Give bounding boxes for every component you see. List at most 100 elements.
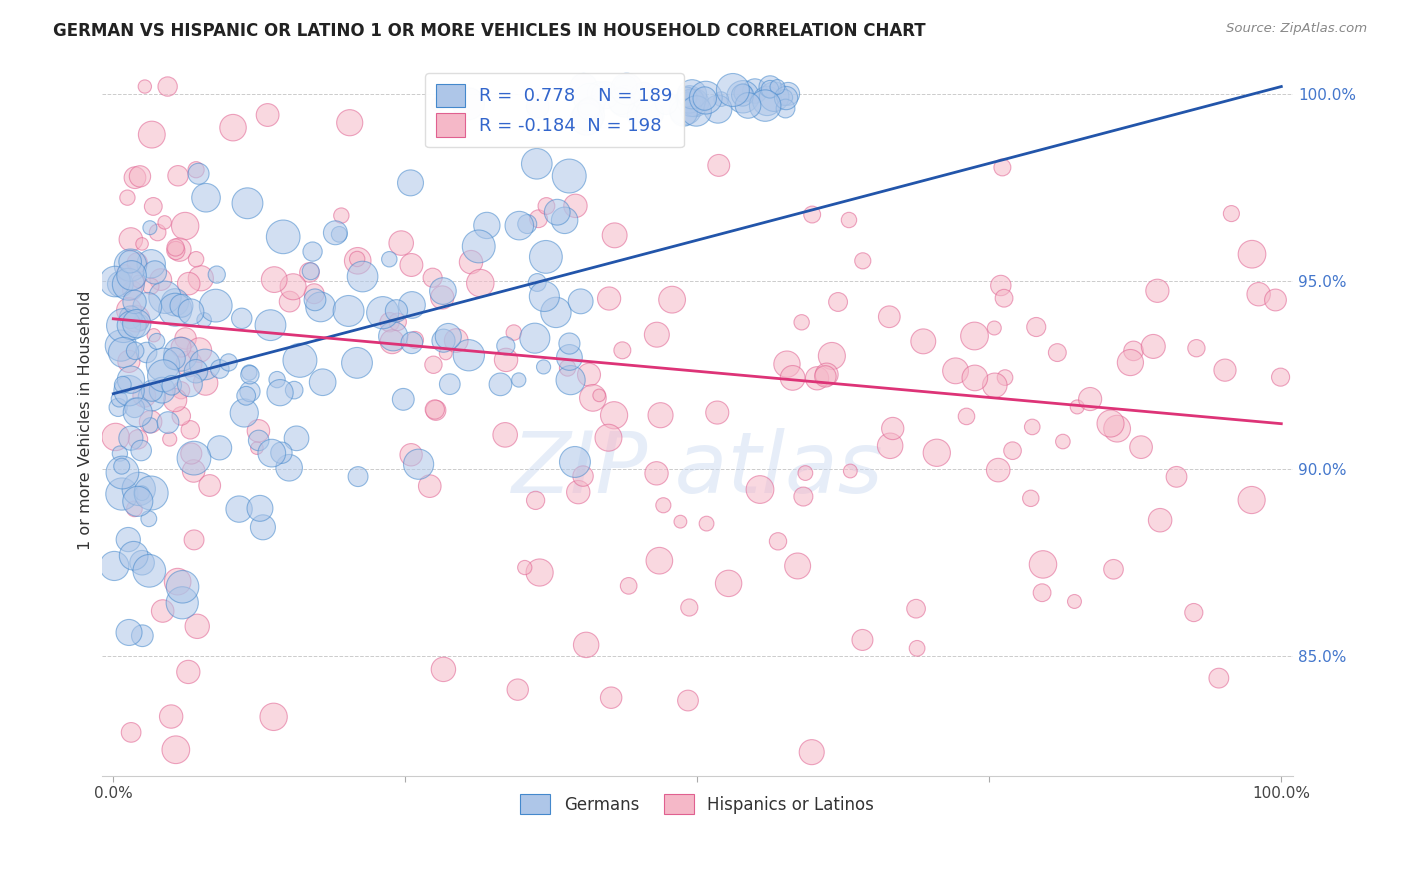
Point [1107,422,1129,436]
Point [141,384,163,398]
Point [190,271,212,285]
Point [136,300,159,314]
Point [994,370,1017,384]
Point [648,554,671,568]
Point [1078,392,1101,406]
Point [437,329,460,343]
Point [118,625,141,640]
Point [603,228,626,243]
Point [737,98,759,112]
Point [756,94,779,108]
Point [1240,493,1263,508]
Point [309,300,332,314]
Point [170,384,193,398]
Point [110,338,132,352]
Point [392,392,415,407]
Point [572,80,595,95]
Point [523,331,546,345]
Point [879,310,901,324]
Point [717,576,740,591]
Point [177,665,200,679]
Point [800,745,823,759]
Point [139,486,162,500]
Text: ZIP atlas: ZIP atlas [512,428,883,511]
Point [600,690,623,705]
Point [598,431,620,445]
Point [129,443,152,458]
Point [231,311,253,326]
Point [180,446,202,460]
Point [533,289,555,303]
Point [346,253,368,268]
Point [1166,470,1188,484]
Point [925,446,948,460]
Point [378,315,401,329]
Point [298,265,321,279]
Point [1063,594,1085,608]
Point [536,199,558,213]
Point [104,430,127,444]
Point [882,421,904,435]
Point [575,638,598,652]
Point [678,600,700,615]
Point [617,579,640,593]
Point [352,269,374,284]
Point [385,303,408,318]
Point [987,463,1010,477]
Point [117,533,139,547]
Point [127,405,149,419]
Point [1247,287,1270,301]
Point [815,368,838,382]
Point [422,270,444,285]
Point [125,317,148,331]
Point [467,239,489,253]
Point [1052,434,1074,449]
Point [382,329,405,343]
Point [111,466,134,480]
Point [177,277,200,291]
Point [184,162,207,177]
Point [135,345,157,359]
Point [270,446,292,460]
Point [638,106,661,120]
Point [633,88,655,103]
Point [301,244,323,259]
Point [851,632,873,647]
Point [578,108,600,122]
Point [669,515,692,529]
Point [218,355,240,369]
Point [506,682,529,697]
Point [1270,370,1292,384]
Point [579,92,602,106]
Point [269,385,291,400]
Point [129,169,152,184]
Point [389,236,412,251]
Point [676,693,699,707]
Point [527,211,550,226]
Point [236,196,259,211]
Point [425,403,447,417]
Point [125,311,148,326]
Point [955,409,977,424]
Point [529,566,551,580]
Point [1220,206,1243,220]
Point [984,378,1007,392]
Point [108,447,131,461]
Point [266,373,288,387]
Point [239,368,262,382]
Point [141,128,163,142]
Point [120,725,142,739]
Point [174,219,197,233]
Point [852,253,875,268]
Point [328,227,350,242]
Point [1001,443,1024,458]
Point [131,236,153,251]
Point [256,108,278,122]
Point [153,215,176,229]
Point [120,254,142,268]
Point [160,709,183,723]
Point [187,167,209,181]
Point [128,274,150,288]
Point [633,107,655,121]
Point [1031,585,1053,599]
